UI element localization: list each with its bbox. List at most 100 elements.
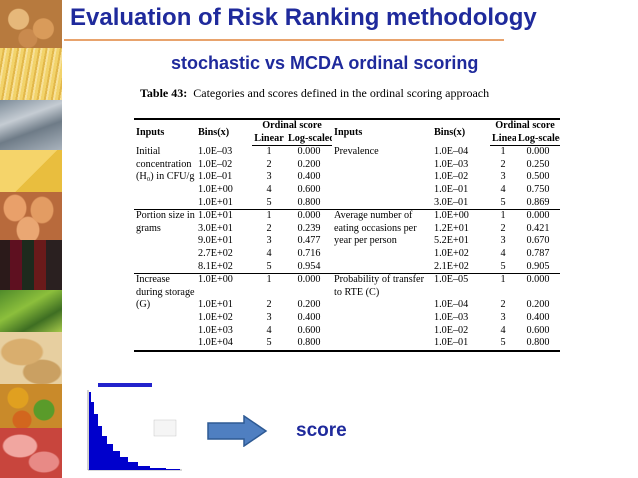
cell-linear: 1 — [252, 209, 286, 223]
header-linear: Linear — [252, 132, 286, 147]
cell-log-scaled: 0.000 — [286, 273, 332, 287]
cell-input-2 — [332, 325, 432, 338]
table-row: Portion size in 1.0E+01 1 0.000 Average numb… — [134, 209, 560, 223]
cell-log-scaled: 0.600 — [297, 324, 321, 336]
cell-log-scaled: 0.477 — [297, 235, 321, 247]
cell-bin: 1.0E–01 — [198, 171, 233, 183]
header-log-scaled: Log-scaled — [286, 132, 332, 147]
ordinal-scoring-table: Inputs Bins(x) Ordinal score Inputs Bins… — [134, 118, 560, 352]
cell-log-scaled-2: 0.787 — [526, 247, 550, 259]
cell-input — [134, 248, 196, 261]
cell-input-2 — [332, 312, 432, 325]
cell-log-scaled: 0.200 — [297, 299, 321, 311]
cell-bin-2: 1.0E–05 — [432, 273, 490, 287]
cell-bin: 2.7E+02 — [198, 247, 233, 259]
cell-log-scaled: 0.800 — [297, 196, 321, 208]
title-divider — [64, 39, 504, 41]
cell-log-scaled-2: 0.750 — [526, 183, 550, 195]
cell-bin-2: 1.0E–02 — [434, 324, 469, 336]
cell-linear — [252, 287, 286, 300]
cell-linear: 3 — [266, 171, 272, 183]
cell-linear: 5 — [266, 260, 272, 272]
cell-linear: 5 — [252, 337, 286, 352]
cell-input-2 — [332, 261, 432, 274]
table-row: grams 3.0E+01 2 0.239 eating occasions per 1.… — [134, 223, 560, 236]
cell-linear-2: 4 — [500, 247, 506, 259]
header-bins-2: Bins(x) — [432, 118, 490, 146]
cell-input — [134, 312, 196, 325]
table-caption-text: Categories and scores defined in the ord… — [193, 86, 490, 100]
cell-bin-2: 1.0E–02 — [434, 171, 469, 183]
slide-subtitle: stochastic vs MCDA ordinal scoring — [171, 53, 479, 73]
cell-bin: 9.0E+01 — [198, 235, 233, 247]
cell-bin-2: 1.0E–01 — [432, 337, 490, 352]
cell-log-scaled-2: 0.400 — [526, 311, 550, 323]
cell-log-scaled-2: 0.800 — [516, 337, 560, 352]
cell-log-scaled-2 — [516, 287, 560, 300]
cell-input-2 — [332, 248, 432, 261]
cell-input-2: year per person — [334, 235, 397, 247]
cell-linear: 4 — [266, 183, 272, 195]
cell-input: Initial — [136, 145, 161, 157]
cell-input: concentration — [136, 158, 192, 170]
table-row: Increase 1.0E+00 1 0.000 Probability of tran… — [134, 273, 560, 287]
cell-input-2 — [332, 184, 432, 197]
table-row: 2.7E+02 4 0.716 1.0E+02 4 0.787 — [134, 248, 560, 261]
cell-input-2 — [332, 171, 432, 184]
header-linear-2: Linear — [490, 132, 516, 147]
cell-log-scaled: 0.600 — [297, 183, 321, 195]
cell-bin — [196, 287, 252, 300]
cell-linear: 2 — [266, 299, 272, 311]
cell-log-scaled: 0.400 — [297, 311, 321, 323]
cell-linear: 1 — [266, 146, 272, 158]
food-photo-strip — [0, 0, 62, 478]
cell-bin-2 — [432, 287, 490, 300]
cell-input-2: Probability of transfer — [332, 273, 432, 287]
cell-log-scaled-2: 0.600 — [526, 324, 550, 336]
histogram-range-bar — [98, 383, 152, 387]
cell-bin: 1.0E+01 — [198, 299, 233, 311]
cell-bin-2: 1.0E–04 — [434, 145, 469, 157]
cell-input-2: Prevalence — [334, 145, 379, 157]
cell-log-scaled-2: 0.670 — [526, 235, 550, 247]
eggs-photo — [0, 192, 62, 240]
cell-log-scaled-2: 0.905 — [526, 260, 550, 272]
table-row: during storage to RTE (C) — [134, 287, 560, 300]
header-ordinal-score: Ordinal score — [252, 118, 332, 133]
table-header-row: Inputs Bins(x) Ordinal score Inputs Bins… — [134, 118, 560, 146]
cell-linear-2: 4 — [500, 183, 506, 195]
cell-linear-2: 3 — [500, 235, 506, 247]
cell-input-2 — [332, 159, 432, 172]
cell-input-2 — [332, 197, 432, 210]
table-row: 1.0E+00 4 0.600 1.0E–01 4 0.750 — [134, 184, 560, 197]
cell-bin-2: 1.0E–03 — [434, 158, 469, 170]
cell-linear-2: 5 — [500, 196, 506, 208]
header-inputs: Inputs — [134, 118, 196, 146]
cell-linear-2: 3 — [500, 311, 506, 323]
cell-input-2 — [332, 299, 432, 312]
cell-log-scaled: 0.239 — [297, 222, 321, 234]
cell-bin-2: 1.0E–01 — [434, 183, 469, 195]
cell-input-2: to RTE (C) — [334, 286, 380, 298]
cell-input: Increase — [134, 273, 196, 287]
histogram-stats-box — [153, 419, 177, 437]
cell-input — [134, 197, 196, 210]
table-row: Initial 1.0E–03 1 0.000 Prevalence 1.0E–04 1 0.… — [134, 146, 560, 159]
cell-input-2: Average number of — [332, 209, 432, 223]
cell-log-scaled-2: 0.200 — [526, 299, 550, 311]
cell-input — [134, 184, 196, 197]
table-row: 1.0E+02 3 0.400 1.0E–03 3 0.400 — [134, 312, 560, 325]
cell-bin-2: 1.0E+00 — [432, 209, 490, 223]
table-row: 1.0E+01 5 0.800 3.0E–01 5 0.869 — [134, 197, 560, 210]
cell-log-scaled-2: 0.000 — [516, 209, 560, 223]
cell-bin-2: 1.0E–03 — [434, 311, 469, 323]
cheese-photo — [0, 150, 62, 192]
table-row: concentration 1.0E–02 2 0.200 1.0E–03 2 0.250 — [134, 159, 560, 172]
cell-linear: 2 — [266, 158, 272, 170]
cell-bin: 1.0E+01 — [196, 209, 252, 223]
histogram-bars — [89, 392, 180, 470]
cell-bin: 1.0E+04 — [196, 337, 252, 352]
nuts-photo — [0, 0, 62, 48]
table-row: 9.0E+01 3 0.477 year per person 5.2E+01 3 0.67… — [134, 235, 560, 248]
table-caption-label: Table 43: — [140, 86, 188, 100]
